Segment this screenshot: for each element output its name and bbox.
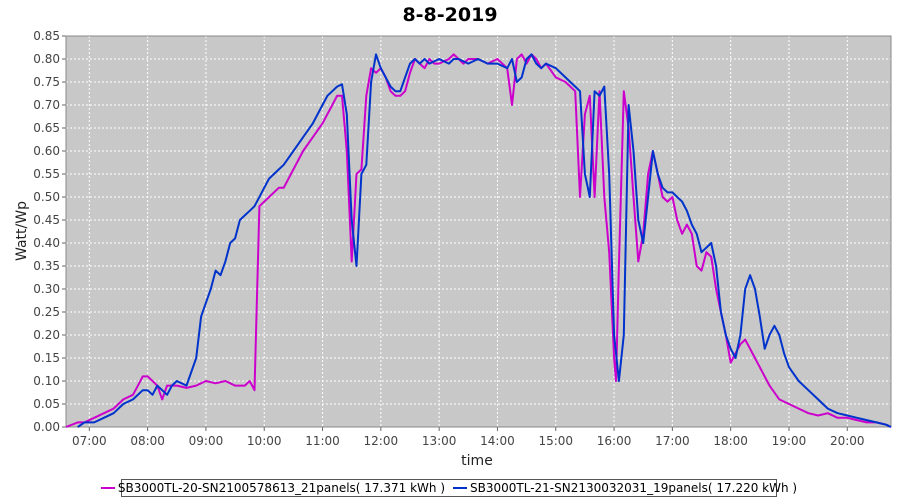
x-tick-label: 10:00 (247, 434, 282, 448)
y-tick-label: 0.25 (33, 305, 60, 319)
chart-plot: 0.00 0.05 0.10 0.15 0.20 0.25 0.30 0.35 0.40 0.45… (14, 29, 892, 469)
x-tick-label: 12:00 (364, 434, 399, 448)
plot-border (65, 35, 892, 428)
y-tick-label: 0.70 (33, 98, 60, 112)
y-tick-label: 0.45 (33, 213, 60, 227)
x-tick-label: 09:00 (189, 434, 224, 448)
y-tick-label: 0.10 (33, 374, 60, 388)
y-axis-label: Watt/Wp (14, 201, 30, 261)
y-tick-label: 0.50 (33, 190, 60, 204)
y-tick-label: 0.60 (33, 144, 60, 158)
x-tick-label: 16:00 (597, 434, 632, 448)
plot-background (66, 36, 891, 427)
y-tick-label: 0.85 (33, 29, 60, 43)
x-tick-label: 20:00 (830, 434, 865, 448)
legend-item-2: SB3000TL-21-SN2130032031_19panels( 17.22… (453, 481, 797, 495)
chart-title: 8-8-2019 (402, 4, 498, 26)
y-tick-label: 0.80 (33, 52, 60, 66)
y-tick-label: 0.15 (33, 351, 60, 365)
legend-swatch (453, 487, 467, 489)
x-tick-label: 17:00 (655, 434, 690, 448)
legend-swatch (100, 487, 115, 489)
legend: SB3000TL-20-SN2100578613_21panels( 17.37… (100, 479, 797, 497)
y-tick-label: 0.30 (33, 282, 60, 296)
legend-label: SB3000TL-21-SN2130032031_19panels( 17.22… (470, 481, 798, 495)
legend-item-1: SB3000TL-20-SN2100578613_21panels( 17.37… (100, 481, 445, 495)
y-tick-label: 0.40 (33, 236, 60, 250)
y-tick-label: 0.00 (33, 420, 60, 434)
x-tick-label: 11:00 (305, 434, 340, 448)
x-tick-label: 19:00 (772, 434, 807, 448)
y-tick-label: 0.20 (33, 328, 60, 342)
series-line-2 (77, 53, 892, 428)
y-tick-label: 0.65 (33, 121, 60, 135)
x-tick-label: 14:00 (480, 434, 515, 448)
legend-label: SB3000TL-20-SN2100578613_21panels( 17.37… (117, 481, 445, 495)
x-tick-label: 08:00 (130, 434, 165, 448)
x-axis-label: time (461, 453, 493, 469)
y-tick-label: 0.35 (33, 259, 60, 273)
y-tick-label: 0.05 (33, 397, 60, 411)
y-tick-label: 0.55 (33, 167, 60, 181)
x-tick-label: 07:00 (72, 434, 107, 448)
x-tick-label: 13:00 (422, 434, 457, 448)
x-tick-label: 18:00 (713, 434, 748, 448)
x-tick-label: 15:00 (538, 434, 573, 448)
series-lines (65, 53, 892, 428)
axes: 0.00 0.05 0.10 0.15 0.20 0.25 0.30 0.35 0.40 0.45… (33, 29, 892, 448)
y-tick-label: 0.75 (33, 75, 60, 89)
